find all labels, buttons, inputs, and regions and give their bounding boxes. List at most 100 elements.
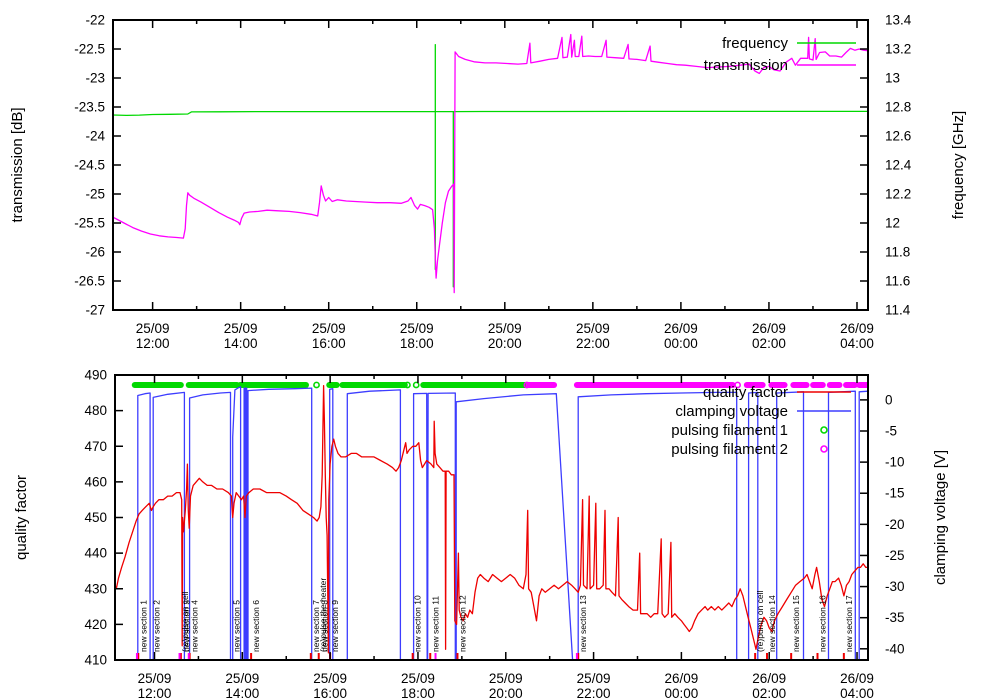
y-tick-label-left: 430 xyxy=(84,581,107,596)
section-label: new section 14 xyxy=(767,595,777,652)
x-tick-time: 12:00 xyxy=(138,686,172,700)
x-tick-date: 26/09 xyxy=(840,671,874,686)
x-tick-time: 12:00 xyxy=(136,336,170,351)
y-tick-label-right: -15 xyxy=(885,486,905,501)
x-tick-date: 26/09 xyxy=(752,671,786,686)
legend: frequency transmission xyxy=(704,35,856,74)
y-tick-label-right: 12 xyxy=(885,216,900,231)
section-label: (re)pulse the heater xyxy=(318,578,328,652)
y-tick-label-left: 410 xyxy=(84,653,107,668)
y-tick-label-right: -20 xyxy=(885,517,905,532)
left-axis-title: quality factor xyxy=(13,475,30,560)
section-label: new section 4 xyxy=(190,600,200,652)
x-tick-date: 25/09 xyxy=(488,321,522,336)
section-label: (re)pulse on cell xyxy=(180,591,190,652)
x-tick-date: 26/09 xyxy=(840,321,874,336)
legend-label: pulsing filament 1 xyxy=(671,422,788,439)
right-axis-ticks: 13.4 13.2 13 12.8 12.6 12.4 12.2 12 11.8 11.6 11.4 xyxy=(860,13,912,318)
x-tick-date: 25/09 xyxy=(312,321,346,336)
x-tick-date: 26/09 xyxy=(664,671,698,686)
y-tick-label-left: -25 xyxy=(85,187,105,202)
y-tick-label-left: -23.5 xyxy=(74,100,105,115)
y-tick-label-left: -24 xyxy=(85,129,105,144)
y-tick-label-right: 11.6 xyxy=(885,274,910,289)
x-tick-time: 18:00 xyxy=(401,686,435,700)
section-label: new section 17 xyxy=(844,595,854,652)
legend-label: pulsing filament 2 xyxy=(671,441,788,458)
y-tick-label-left: -22 xyxy=(85,13,105,28)
frequency-series xyxy=(113,43,868,288)
x-tick-time: 22:00 xyxy=(576,336,610,351)
x-tick-time: 02:00 xyxy=(752,686,786,700)
y-tick-label-right: 13.2 xyxy=(885,42,911,57)
y-tick-label-left: -26.5 xyxy=(74,274,105,289)
x-tick-time: 16:00 xyxy=(313,686,347,700)
legend-circle-sample xyxy=(820,426,828,434)
y-tick-label-left: -27 xyxy=(85,303,105,318)
section-label: new section 5 xyxy=(231,600,241,652)
y-tick-label-right: 12.8 xyxy=(885,100,911,115)
transmission-series xyxy=(113,33,868,294)
x-tick-date: 25/09 xyxy=(576,321,610,336)
plot-data-area xyxy=(115,381,868,660)
pulsing-filament-1-markers xyxy=(131,381,529,389)
y-tick-label-left: 480 xyxy=(84,403,107,418)
x-tick-time: 04:00 xyxy=(840,336,874,351)
x-tick-date: 25/09 xyxy=(401,671,435,686)
x-tick-date: 25/09 xyxy=(136,321,170,336)
x-tick-time: 04:00 xyxy=(840,686,874,700)
y-tick-label-left: 460 xyxy=(84,474,107,489)
section-label: new section 1 xyxy=(138,600,148,652)
legend-label: transmission xyxy=(704,57,788,74)
x-tick-time: 22:00 xyxy=(577,686,611,700)
x-tick-time: 18:00 xyxy=(400,336,434,351)
section-labels: new section 1 new section 2 (re)pulse on c… xyxy=(138,578,854,652)
section-label: new section 3 xyxy=(182,600,192,652)
legend-circle-sample xyxy=(820,445,828,453)
section-label: new section 12 xyxy=(457,595,467,652)
section-label: new section 10 xyxy=(413,595,423,652)
x-tick-time: 16:00 xyxy=(312,336,346,351)
y-tick-label-right: -35 xyxy=(885,610,905,625)
legend-label: clamping voltage xyxy=(675,403,788,420)
x-axis-ticks: 25/0912:0025/0914:0025/0916:0025/0918:00… xyxy=(136,20,874,351)
pulsing-filament-2-markers xyxy=(523,381,868,389)
y-tick-label-left: -24.5 xyxy=(74,158,105,173)
x-tick-date: 25/09 xyxy=(400,321,434,336)
x-tick-date: 25/09 xyxy=(313,671,347,686)
y-tick-label-right: -30 xyxy=(885,579,905,594)
y-tick-label-left: -26 xyxy=(85,245,105,260)
transmission-frequency-chart: 25/0912:0025/0914:0025/0916:0025/0918:00… xyxy=(9,13,967,352)
section-label: new section 11 xyxy=(430,596,440,652)
legend-label: frequency xyxy=(722,35,788,52)
left-axis-ticks: -22 -22.5 -23 -23.5 -24 -24.5 -25 -25.5 -26 -26.5… xyxy=(74,13,121,318)
y-tick-label-left: 490 xyxy=(84,368,107,383)
left-axis-ticks: 490 480 470 460 450 440 430 420 410 xyxy=(84,368,123,668)
y-tick-label-right: 11.4 xyxy=(885,303,911,318)
x-tick-date: 26/09 xyxy=(664,321,698,336)
section-label: new section 7 xyxy=(311,600,321,652)
y-tick-label-left: 420 xyxy=(84,617,107,632)
section-label: new section 15 xyxy=(791,595,801,652)
x-tick-date: 25/09 xyxy=(489,671,523,686)
x-tick-time: 20:00 xyxy=(489,686,523,700)
x-tick-time: 20:00 xyxy=(488,336,522,351)
x-tick-time: 14:00 xyxy=(224,336,258,351)
y-tick-label-right: -5 xyxy=(885,424,897,439)
y-tick-label-right: 12.4 xyxy=(885,158,912,173)
y-tick-label-left: 450 xyxy=(84,510,107,525)
x-tick-date: 25/09 xyxy=(225,671,259,686)
y-tick-label-right: 13.4 xyxy=(885,13,912,28)
section-label: new section 16 xyxy=(818,595,828,652)
x-tick-time: 14:00 xyxy=(225,686,259,700)
section-label: new section 9 xyxy=(330,600,340,652)
quality-clamping-chart: new section 1 new section 2 (re)pulse on c… xyxy=(13,368,949,700)
section-label: (re)pump on cell xyxy=(755,590,765,652)
y-tick-label-right: 0 xyxy=(885,392,893,407)
x-tick-time: 00:00 xyxy=(664,686,698,700)
plot-data-area xyxy=(113,33,868,294)
y-tick-label-right: 12.6 xyxy=(885,129,911,144)
x-tick-date: 25/09 xyxy=(577,671,611,686)
section-label: new section 8 xyxy=(320,600,330,652)
